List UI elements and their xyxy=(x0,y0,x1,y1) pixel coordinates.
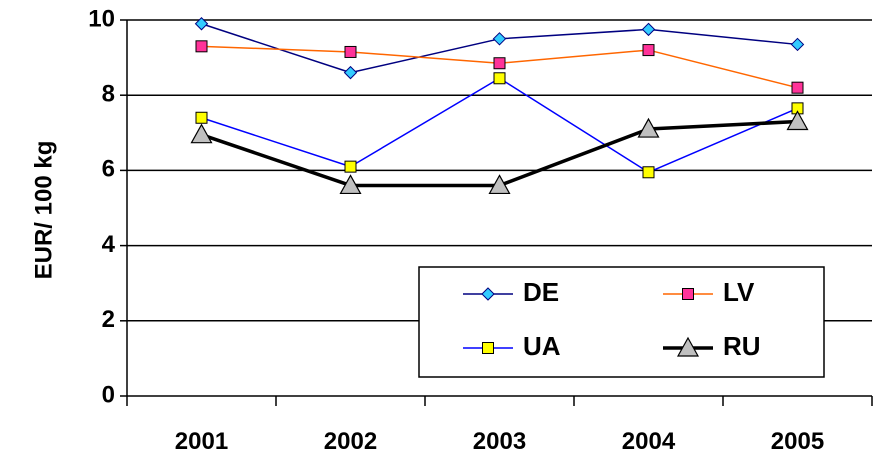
legend-item-de: DE xyxy=(463,277,559,307)
legend-item-ua: UA xyxy=(463,331,561,361)
y-tick-label: 10 xyxy=(88,5,115,32)
axes: 0 2 4 6 8 10 2001 2002 2003 2004 2005 xyxy=(88,5,873,455)
data-point-de xyxy=(790,37,805,52)
data-point-ru xyxy=(637,117,660,138)
series-ua xyxy=(195,72,804,179)
data-point-lv xyxy=(791,81,804,94)
legend-label-de: DE xyxy=(523,277,559,307)
x-tick-label: 2004 xyxy=(622,428,676,455)
data-point-de xyxy=(343,65,358,80)
legend-marker-lv xyxy=(682,288,694,300)
data-point-lv xyxy=(642,44,655,57)
legend-box xyxy=(418,266,825,378)
legend: DE LV UA RU xyxy=(418,266,825,378)
data-point-lv xyxy=(493,57,506,70)
legend-label-ru: RU xyxy=(723,331,761,361)
data-point-lv xyxy=(195,40,208,53)
data-point-lv xyxy=(344,45,357,58)
series-group xyxy=(190,17,809,195)
legend-label-ua: UA xyxy=(523,331,561,361)
y-tick-label: 6 xyxy=(102,156,115,183)
y-tick-label: 4 xyxy=(102,231,116,258)
y-tick-label: 8 xyxy=(102,81,115,108)
data-point-ua xyxy=(195,111,208,124)
x-tick-label: 2001 xyxy=(175,428,228,455)
legend-marker-de xyxy=(481,287,495,301)
data-point-de xyxy=(194,17,209,31)
legend-marker-ru xyxy=(676,336,700,357)
legend-item-lv: LV xyxy=(663,277,755,307)
series-lv xyxy=(195,40,804,94)
data-point-de xyxy=(492,32,507,46)
y-tick-label: 2 xyxy=(102,306,115,333)
data-point-ru xyxy=(488,174,511,195)
y-axis-label: EUR/ 100 kg xyxy=(30,141,57,280)
series-ru xyxy=(190,110,809,195)
data-point-ru xyxy=(786,110,809,131)
legend-marker-ua xyxy=(482,342,494,354)
data-point-de xyxy=(641,22,656,37)
data-point-ru xyxy=(339,174,362,195)
legend-label-lv: LV xyxy=(723,277,755,307)
x-tick-label: 2005 xyxy=(771,428,824,455)
data-point-ru xyxy=(190,123,213,144)
x-tick-label: 2002 xyxy=(324,428,377,455)
legend-item-ru: RU xyxy=(663,331,761,361)
x-tick-label: 2003 xyxy=(473,428,526,455)
data-point-ua xyxy=(642,166,655,179)
y-tick-label: 0 xyxy=(102,381,115,408)
data-point-ua xyxy=(344,160,357,173)
data-point-ua xyxy=(493,72,506,85)
series-de xyxy=(194,17,805,80)
